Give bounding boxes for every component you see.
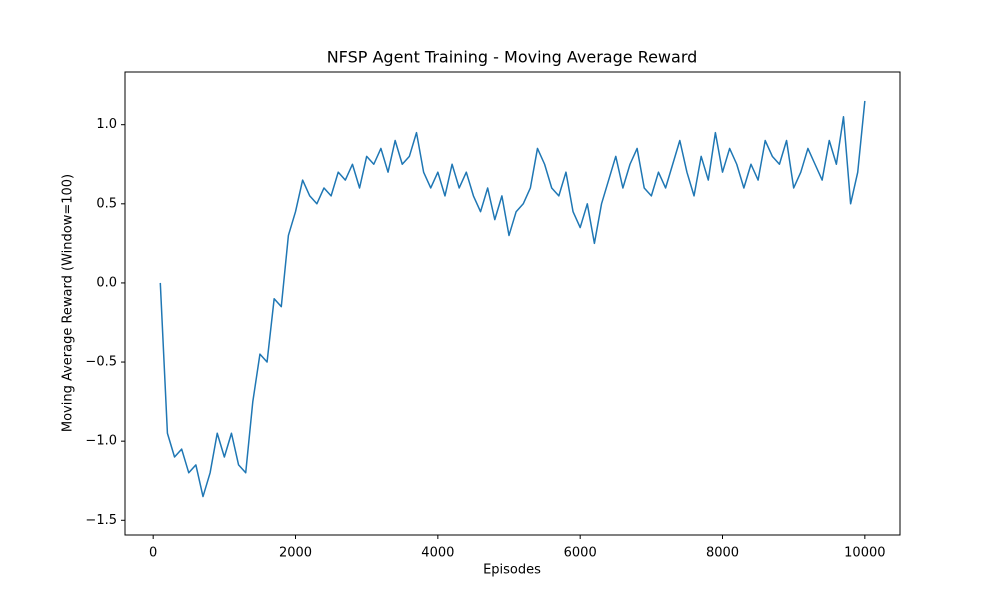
x-axis-label: Episodes (483, 563, 541, 578)
y-tick-label: −0.5 (85, 355, 117, 370)
x-tick-label: 6000 (564, 546, 597, 561)
x-tick-label: 2000 (279, 546, 312, 561)
chart-title: NFSP Agent Training - Moving Average Rew… (327, 48, 698, 67)
y-tick-label: 0.0 (96, 275, 117, 290)
y-tick-label: 1.0 (96, 117, 117, 132)
data-line (159, 100, 866, 498)
x-tick-label: 8000 (706, 546, 739, 561)
x-tick-label: 10000 (844, 546, 885, 561)
y-tick-label: −1.0 (85, 434, 117, 449)
y-tick-label: −1.5 (85, 513, 117, 528)
y-axis-label: Moving Average Reward (Window=100) (61, 174, 76, 432)
plot-frame (124, 71, 901, 536)
x-tick-label: 0 (149, 546, 157, 561)
x-tick-label: 4000 (421, 546, 454, 561)
y-tick-label: 0.5 (96, 196, 117, 211)
